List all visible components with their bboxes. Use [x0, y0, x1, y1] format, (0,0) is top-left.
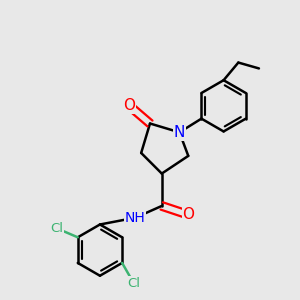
- Text: N: N: [174, 125, 185, 140]
- Text: Cl: Cl: [51, 222, 64, 235]
- Text: Cl: Cl: [128, 277, 140, 290]
- Text: O: O: [123, 98, 135, 113]
- Text: O: O: [182, 207, 194, 222]
- Text: NH: NH: [125, 211, 146, 225]
